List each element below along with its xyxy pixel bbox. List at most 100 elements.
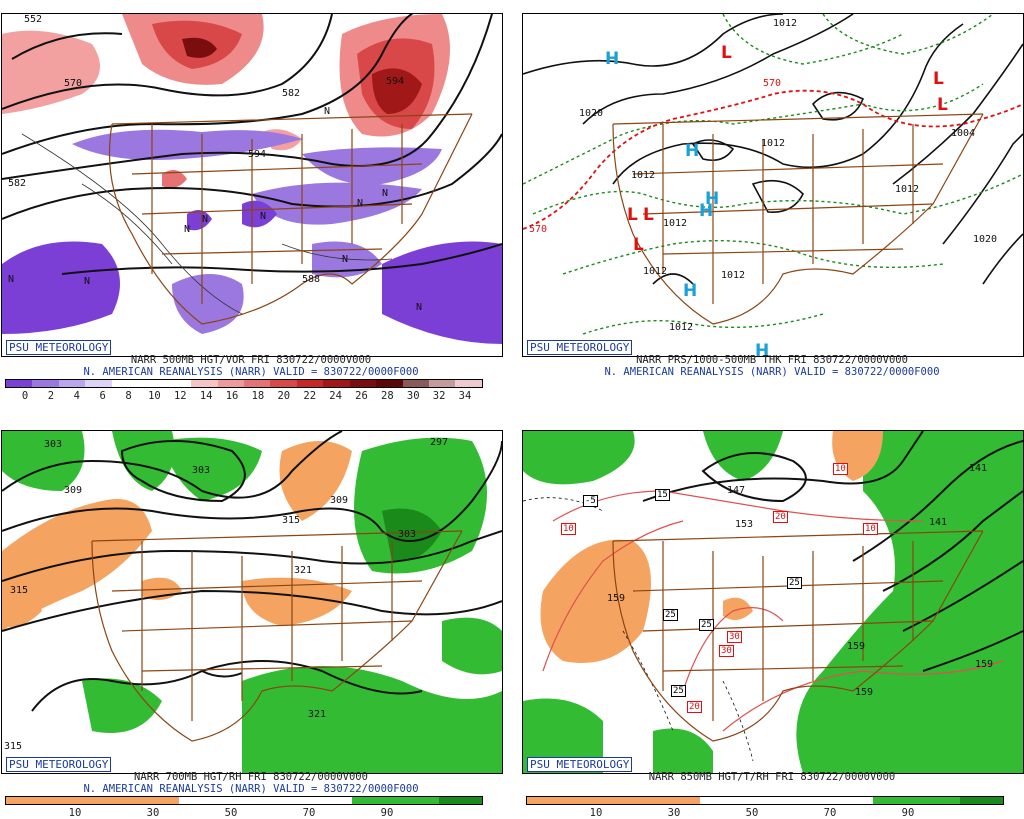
- temp-label: 10: [833, 463, 848, 475]
- high-pressure-marker: H: [699, 201, 713, 221]
- colorbar-tick: 50: [224, 807, 238, 819]
- caption-valid: N. AMERICAN REANALYSIS (NARR) VALID = 83…: [83, 783, 419, 795]
- colorbar-swatch: [243, 380, 271, 387]
- isobar-label: 1012: [643, 266, 667, 277]
- low-pressure-marker: L: [643, 205, 654, 225]
- colorbar-tick: 10: [589, 807, 603, 819]
- height-label: 159: [607, 593, 625, 604]
- low-pressure-marker: L: [721, 43, 732, 63]
- map-850mb: 141 147 141 153 159 159 159 159: [523, 431, 1023, 773]
- contour-label: 309: [330, 495, 348, 506]
- caption-title: NARR 850MB HGT/T/RH FRI 830722/0000V000: [648, 771, 896, 783]
- colorbar-tick: 0: [21, 390, 29, 402]
- colorbar-tick: 70: [823, 807, 837, 819]
- map-frame-850mb: 141 147 141 153 159 159 159 159 -5 15 20…: [522, 430, 1024, 774]
- colorbar-tick: 24: [329, 390, 342, 402]
- vort-marker: N: [84, 276, 90, 287]
- temp-label: 20: [687, 701, 702, 713]
- colorbar-swatch: [217, 380, 244, 387]
- contour-label: 594: [386, 76, 404, 87]
- contour-label: 303: [398, 529, 416, 540]
- contour-label: 552: [24, 14, 42, 25]
- isobar-label: 1012: [761, 138, 785, 149]
- caption-valid: N. AMERICAN REANALYSIS (NARR) VALID = 83…: [83, 366, 419, 378]
- isobar-label: 1012: [631, 170, 655, 181]
- vort-marker: N: [8, 274, 14, 285]
- colorbar-tick: 10: [68, 807, 82, 819]
- map-frame-500mb: 570 582 588 594 594 582 552 N N N N N N …: [1, 13, 503, 357]
- contour-label: 594: [248, 149, 266, 160]
- temp-label: 25: [663, 609, 678, 621]
- panel-500mb-vorticity: 570 582 588 594 594 582 552 N N N N N N …: [1, 1, 503, 402]
- vort-marker: N: [324, 106, 330, 117]
- contour-label: 582: [8, 178, 26, 189]
- thickness-label: 570: [529, 224, 547, 235]
- vort-marker: N: [260, 211, 266, 222]
- psu-badge: PSU METEOROLOGY: [527, 757, 633, 772]
- vort-marker: N: [357, 198, 363, 209]
- vort-marker: N: [202, 214, 208, 225]
- caption-valid: N. AMERICAN REANALYSIS (NARR) VALID = 83…: [604, 366, 940, 378]
- high-pressure-marker: H: [755, 341, 769, 356]
- caption-title: NARR 700MB HGT/RH FRI 830722/0000V000: [134, 771, 368, 783]
- vort-marker: N: [382, 188, 388, 199]
- height-label: 159: [975, 659, 993, 670]
- colorbar-swatch: [6, 380, 33, 387]
- isobar-label: 1004: [951, 128, 975, 139]
- high-pressure-marker: H: [683, 281, 697, 301]
- isobar-label: 1012: [721, 270, 745, 281]
- thickness-label: 570: [763, 78, 781, 89]
- colorbar-tick: 90: [901, 807, 915, 819]
- isobar-label: 1012: [895, 184, 919, 195]
- isobar-label: 1012: [669, 322, 693, 333]
- colorbar-swatch: [455, 380, 482, 387]
- colorbar-tick: 20: [277, 390, 291, 402]
- temp-label: 25: [787, 577, 802, 589]
- height-label: 159: [847, 641, 865, 652]
- colorbar-tick: 32: [432, 390, 446, 402]
- colorbar-swatch: [270, 380, 297, 387]
- vort-marker: N: [184, 224, 190, 235]
- colorbar-tick: 50: [745, 807, 759, 819]
- colorbar-tick: 6: [99, 390, 106, 402]
- vort-marker: N: [416, 302, 422, 313]
- contour-label: 582: [282, 88, 300, 99]
- temp-label: 25: [699, 619, 714, 631]
- colorbar: [526, 796, 1004, 805]
- psu-badge: PSU METEOROLOGY: [6, 757, 112, 772]
- colorbar-swatch: [191, 380, 218, 387]
- colorbar-tick: 22: [303, 390, 317, 402]
- contour-label: 315: [282, 515, 300, 526]
- colorbar-swatch: [349, 380, 377, 387]
- colorbar-tick: 70: [302, 807, 316, 819]
- contour-label: 315: [10, 585, 28, 596]
- psu-badge: PSU METEOROLOGY: [527, 340, 633, 355]
- colorbar-swatch: [32, 380, 59, 387]
- high-pressure-marker: H: [605, 49, 619, 69]
- map-frame-pressure: 1012 1020 1012 1012 1012 1004 1012 1020 …: [522, 13, 1024, 357]
- contour-label: 570: [64, 78, 82, 89]
- colorbar-swatch: [296, 380, 324, 387]
- colorbar-tick: 12: [173, 390, 187, 402]
- contour-label: 303: [44, 439, 62, 450]
- map-500mb: 570 582 588 594 594 582 552 N N N N N N …: [2, 14, 502, 344]
- colorbar-tick: 34: [458, 390, 472, 402]
- height-label: 159: [855, 687, 873, 698]
- psu-badge: PSU METEOROLOGY: [6, 340, 112, 355]
- temp-label: 10: [863, 523, 878, 535]
- vort-marker: N: [342, 254, 348, 265]
- panel-850mb-temp-rh: 141 147 141 153 159 159 159 159 -5 15 20…: [522, 418, 1024, 819]
- colorbar-tick: 4: [73, 390, 80, 402]
- contour-label: 588: [302, 274, 320, 285]
- map-700mb: 303 303 297 309 309 315 303 315 321 321 …: [2, 431, 502, 773]
- height-label: 153: [735, 519, 753, 530]
- colorbar-tick: 30: [146, 807, 160, 819]
- colorbar-tick: 2: [47, 390, 55, 402]
- colorbar-tick: 28: [381, 390, 394, 402]
- colorbar-tick: 30: [667, 807, 681, 819]
- height-label: 141: [929, 517, 947, 528]
- map-pressure: 1012 1020 1012 1012 1012 1004 1012 1020 …: [523, 14, 1023, 356]
- colorbar-tick: 16: [225, 390, 239, 402]
- colorbar-tick: 18: [251, 390, 265, 402]
- temp-label: 30: [727, 631, 742, 643]
